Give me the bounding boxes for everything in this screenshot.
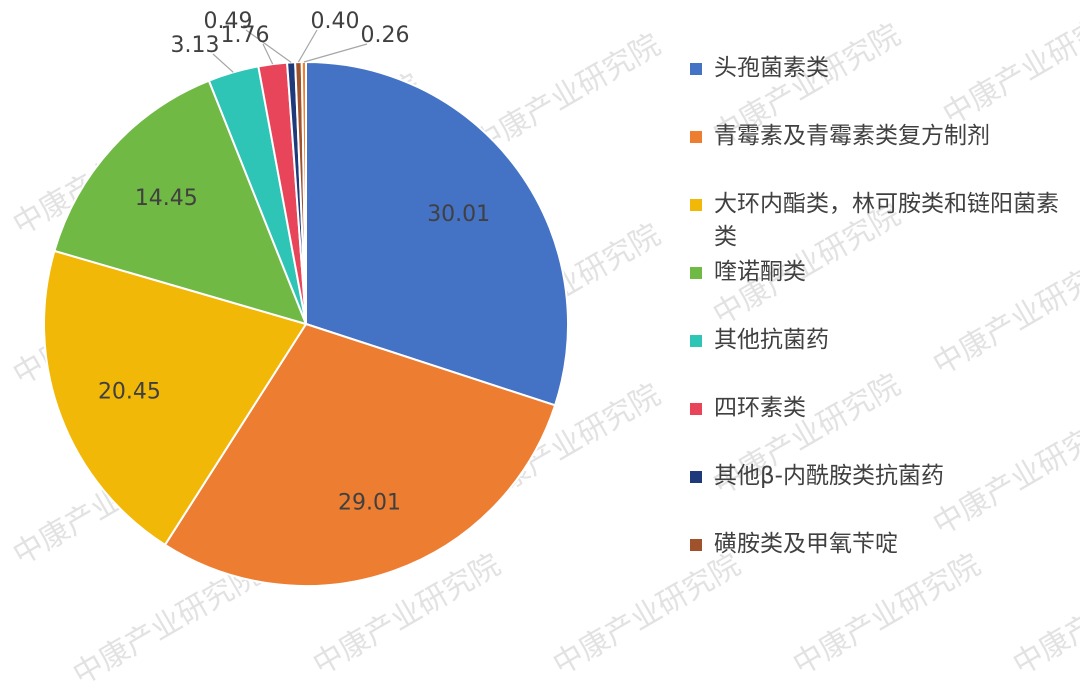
legend-item: 头孢菌素类 — [690, 52, 1074, 85]
legend-label: 磺胺类及甲氧苄啶 — [714, 531, 898, 557]
data-label: 3.13 — [171, 33, 220, 58]
data-label: 0.49 — [204, 9, 253, 34]
data-label: 30.01 — [427, 202, 490, 227]
legend-swatch — [690, 335, 702, 347]
legend-label: 头孢菌素类 — [714, 55, 829, 81]
leader-line — [212, 53, 234, 73]
data-label: 1.76 — [221, 23, 270, 48]
watermark-text: 中康产业研究院 — [787, 547, 987, 683]
data-label: 0.26 — [361, 23, 410, 48]
legend-item: 其他β-内酰胺类抗菌药 — [690, 460, 1074, 493]
legend-swatch — [690, 403, 702, 415]
legend-swatch — [690, 63, 702, 75]
legend-label: 其他抗菌药 — [714, 327, 829, 353]
pie-slice — [53, 79, 308, 326]
watermark-text: 中康产业研究院 — [1007, 547, 1080, 683]
data-labels: 30.01 29.01 20.45 14.45 3.13 1.760.49 0.400.26 — [98, 9, 490, 516]
legend-swatch — [690, 267, 702, 279]
data-label: 29.01 — [338, 491, 401, 516]
legend-item: 大环内酯类，林可胺类和链阳菌素类 — [690, 188, 1074, 254]
legend-item: 青霉素及青霉素类复方制剂 — [690, 120, 1074, 153]
legend-swatch — [690, 471, 702, 483]
legend-item: 磺胺类及甲氧苄啶 — [690, 528, 1074, 561]
leader-line — [303, 43, 368, 63]
pie-slices — [43, 60, 569, 587]
legend-item: 喹诺酮类 — [690, 256, 1074, 289]
data-label: 20.45 — [98, 379, 161, 404]
legend-swatch — [690, 199, 702, 211]
pie-slice — [305, 60, 569, 407]
legend-label: 其他β-内酰胺类抗菌药 — [714, 463, 944, 489]
leader-line — [262, 43, 274, 65]
legend-label: 四环素类 — [714, 395, 806, 421]
leader-line — [297, 29, 318, 63]
legend-item: 其他抗菌药 — [690, 324, 1074, 357]
legend-label: 青霉素及青霉素类复方制剂 — [714, 123, 990, 149]
pie-slice — [163, 322, 557, 587]
pie-chart: 30.01 29.01 20.45 14.45 3.13 1.760.49 0.400.26 — [43, 9, 569, 587]
legend-label: 喹诺酮类 — [714, 259, 806, 285]
leader-line — [245, 29, 292, 63]
data-label: 14.45 — [135, 186, 198, 211]
pie-slice — [43, 249, 308, 547]
leader-lines — [212, 29, 368, 73]
legend-label: 大环内酯类，林可胺类和链阳菌素类 — [714, 191, 1059, 250]
legend-item: 四环素类 — [690, 392, 1074, 425]
legend-swatch — [690, 131, 702, 143]
data-label: 0.40 — [311, 9, 360, 34]
legend-swatch — [690, 539, 702, 551]
